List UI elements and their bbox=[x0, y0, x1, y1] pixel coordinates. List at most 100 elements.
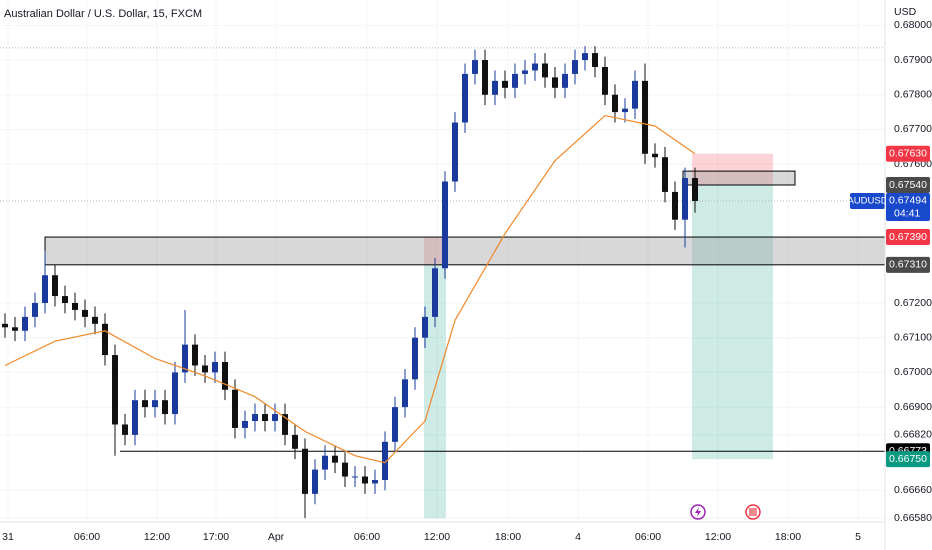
candle-body bbox=[292, 434, 298, 449]
candle-body bbox=[2, 323, 8, 328]
candle-body bbox=[502, 80, 508, 88]
candle-body bbox=[352, 476, 358, 478]
candle-body bbox=[302, 448, 308, 494]
candle-body bbox=[172, 372, 178, 415]
candle-body bbox=[222, 361, 228, 390]
x-tick-label: Apr bbox=[268, 531, 285, 543]
candle-body bbox=[412, 337, 418, 380]
candle-body bbox=[602, 66, 608, 95]
x-tick-label: 5 bbox=[855, 531, 861, 543]
candle-body bbox=[92, 316, 98, 324]
candle-body bbox=[272, 414, 278, 422]
x-tick-label: 17:00 bbox=[203, 531, 229, 543]
candle-body bbox=[542, 63, 548, 78]
candle-body bbox=[242, 421, 248, 428]
lightning bbox=[695, 507, 701, 517]
y-tick-label: 0.67100 bbox=[894, 331, 932, 343]
candle-body bbox=[52, 275, 58, 297]
y-tick-label: 0.66660 bbox=[894, 484, 932, 496]
candle-body bbox=[362, 476, 368, 484]
zone-box bbox=[44, 236, 886, 266]
candle-body bbox=[262, 414, 268, 422]
candle-body bbox=[192, 344, 198, 366]
y-tick-label: 0.67200 bbox=[894, 297, 932, 309]
y-tick-label: 0.66820 bbox=[894, 429, 932, 441]
candle-body bbox=[472, 60, 478, 74]
x-tick-label: 06:00 bbox=[354, 531, 380, 543]
candle-body bbox=[202, 365, 208, 373]
x-tick-label: 06:00 bbox=[74, 531, 100, 543]
candle-body bbox=[82, 309, 88, 317]
candle-body bbox=[572, 60, 578, 74]
candle-body bbox=[652, 153, 658, 158]
candle-body bbox=[532, 63, 538, 71]
chart-title: Australian Dollar / U.S. Dollar, 15, FXC… bbox=[4, 8, 202, 20]
candle-body bbox=[422, 316, 428, 338]
candle-body bbox=[482, 60, 488, 95]
y-tick-label: 0.66900 bbox=[894, 401, 932, 413]
price-badge bbox=[886, 451, 930, 468]
candle-body bbox=[112, 355, 118, 425]
candle-body bbox=[122, 424, 128, 435]
current-price-badge bbox=[886, 192, 930, 221]
candle-body bbox=[552, 77, 558, 88]
candle-body bbox=[32, 302, 38, 317]
candle-body bbox=[382, 441, 388, 481]
y-tick-label: 0.67000 bbox=[894, 366, 932, 378]
currency: USD bbox=[894, 6, 917, 18]
x-tick-label: 12:00 bbox=[705, 531, 731, 543]
countdown: 04:41 bbox=[894, 208, 920, 220]
candle-body bbox=[332, 455, 338, 463]
current-name-badge bbox=[850, 192, 885, 209]
price-badge-label: 0.67310 bbox=[889, 259, 927, 271]
candle-body bbox=[612, 94, 618, 113]
candle-body bbox=[12, 327, 18, 331]
x-tick-label: 4 bbox=[575, 531, 581, 543]
flag bbox=[749, 508, 757, 516]
candle-body bbox=[452, 122, 458, 182]
price-badge-label: 0.67630 bbox=[889, 148, 927, 160]
candle-body bbox=[22, 316, 28, 331]
y-tick-label: 0.68000 bbox=[894, 19, 932, 31]
candle-body bbox=[372, 480, 378, 484]
candle-body bbox=[342, 462, 348, 477]
candle-body bbox=[462, 73, 468, 123]
candle-body bbox=[132, 400, 138, 435]
x-tick-label: 12:00 bbox=[144, 531, 170, 543]
candle-body bbox=[162, 400, 168, 415]
candle-body bbox=[432, 268, 438, 317]
stop-zone bbox=[692, 153, 773, 185]
candle-body bbox=[632, 80, 638, 109]
price-badge bbox=[886, 256, 930, 273]
candle-body bbox=[692, 178, 698, 201]
stop-zone bbox=[424, 237, 446, 265]
candle-body bbox=[592, 53, 598, 67]
candle-body bbox=[42, 275, 48, 303]
candle-body bbox=[152, 400, 158, 408]
candle-body bbox=[672, 191, 678, 220]
candle-body bbox=[642, 80, 648, 154]
zone-box bbox=[682, 170, 796, 186]
candle-body bbox=[252, 414, 258, 422]
price-badge bbox=[886, 176, 930, 193]
candle-body bbox=[312, 469, 318, 494]
x-tick-label: 06:00 bbox=[635, 531, 661, 543]
x-tick-label: 31 bbox=[2, 531, 14, 543]
candle-body bbox=[72, 302, 78, 310]
candle-body bbox=[512, 73, 518, 88]
candle-body bbox=[212, 361, 218, 373]
candle-body bbox=[562, 73, 568, 88]
candle-body bbox=[662, 157, 668, 192]
candle-body bbox=[142, 400, 148, 408]
price-badge bbox=[886, 145, 930, 162]
y-tick-label: 0.67900 bbox=[894, 54, 932, 66]
candle-body bbox=[102, 323, 108, 356]
x-tick-label: 18:00 bbox=[495, 531, 521, 543]
y-tick-label: 0.66580 bbox=[894, 512, 932, 524]
x-tick-label: 18:00 bbox=[775, 531, 801, 543]
candle-body bbox=[392, 407, 398, 442]
current-price-label: 0.67494 bbox=[889, 195, 927, 207]
y-tick-label: 0.67700 bbox=[894, 123, 932, 135]
candle-body bbox=[522, 70, 528, 74]
